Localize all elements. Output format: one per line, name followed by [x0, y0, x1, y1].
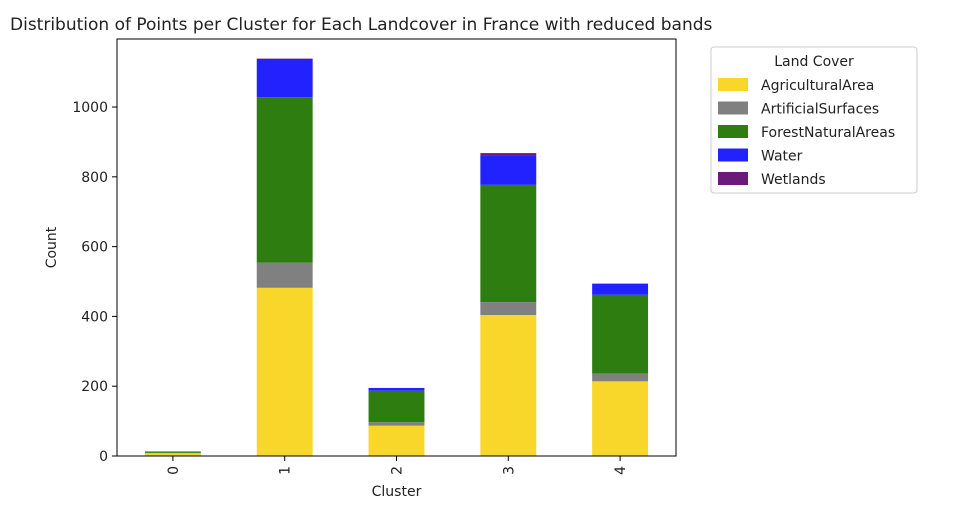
- bar-segment-AgriculturalArea-cluster-4: [592, 381, 648, 456]
- y-tick-label: 1000: [72, 100, 108, 116]
- bar-segment-AgriculturalArea-cluster-2: [369, 426, 425, 456]
- bar-segment-ForestNaturalAreas-cluster-1: [257, 97, 313, 262]
- legend-swatch-ForestNaturalAreas: [718, 125, 748, 138]
- bar-segment-ArtificialSurfaces-cluster-3: [480, 302, 536, 315]
- bar-segment-AgriculturalArea-cluster-1: [257, 288, 313, 456]
- bar-segment-ArtificialSurfaces-cluster-2: [369, 422, 425, 425]
- legend-swatch-Water: [718, 149, 748, 162]
- legend-label-AgriculturalArea: AgriculturalArea: [761, 78, 874, 94]
- legend-label-ForestNaturalAreas: ForestNaturalAreas: [761, 125, 895, 141]
- y-tick-label: 200: [81, 379, 108, 395]
- bars-layer: [145, 59, 648, 456]
- y-axis-label: Count: [44, 226, 60, 268]
- x-tick-label: 2: [390, 466, 406, 475]
- y-tick-label: 600: [81, 240, 108, 256]
- bar-segment-AgriculturalArea-cluster-3: [480, 315, 536, 456]
- legend-label-ArtificialSurfaces: ArtificialSurfaces: [761, 102, 879, 118]
- x-tick-label: 4: [613, 466, 629, 475]
- bar-segment-ForestNaturalAreas-cluster-4: [592, 295, 648, 374]
- chart-title: Distribution of Points per Cluster for E…: [10, 15, 713, 35]
- x-axis-label: Cluster: [372, 484, 422, 500]
- y-tick-label: 0: [99, 449, 108, 465]
- legend-swatch-ArtificialSurfaces: [718, 102, 748, 115]
- bar-segment-ForestNaturalAreas-cluster-2: [369, 391, 425, 422]
- x-tick-label: 3: [501, 466, 517, 475]
- bar-segment-Water-cluster-3: [480, 156, 536, 185]
- y-tick-label: 400: [81, 309, 108, 325]
- legend-title: Land Cover: [774, 54, 854, 70]
- bar-segment-ArtificialSurfaces-cluster-4: [592, 374, 648, 382]
- bar-segment-ForestNaturalAreas-cluster-0: [145, 451, 201, 452]
- legend-swatch-AgriculturalArea: [718, 78, 748, 91]
- legend: Land Cover AgriculturalArea ArtificialSur…: [711, 47, 917, 193]
- bar-segment-ArtificialSurfaces-cluster-1: [257, 263, 313, 288]
- x-tick-label: 0: [166, 466, 182, 475]
- bar-segment-Water-cluster-4: [592, 284, 648, 295]
- legend-label-Wetlands: Wetlands: [761, 172, 826, 188]
- bar-segment-ForestNaturalAreas-cluster-3: [480, 185, 536, 302]
- bar-segment-Water-cluster-1: [257, 59, 313, 97]
- y-tick-label: 800: [81, 170, 108, 186]
- legend-label-Water: Water: [761, 149, 803, 165]
- bar-segment-Water-cluster-2: [369, 388, 425, 391]
- x-tick-label: 1: [278, 466, 294, 475]
- legend-swatch-Wetlands: [718, 172, 748, 185]
- bar-segment-Wetlands-cluster-3: [480, 153, 536, 156]
